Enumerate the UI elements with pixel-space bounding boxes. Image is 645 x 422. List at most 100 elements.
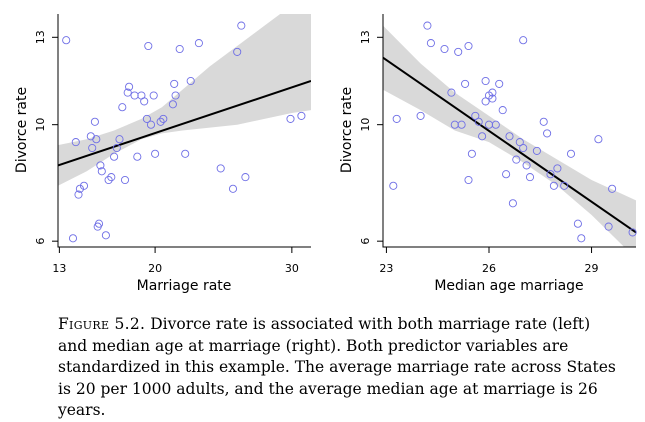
right-data-point-30 [512,155,521,164]
left-data-point-32 [149,91,158,100]
right-y-axis-title: Divorce rate [339,87,355,173]
left-data-point-44 [228,184,238,193]
left-x-tick-label-30: 30 [285,262,299,275]
right-data-point-38 [543,129,552,138]
right-panel: 23 26 29 6 10 13 Median age marriage Divorce… [339,14,637,294]
left-x-tick-label-20: 20 [148,262,162,275]
left-data-point-33 [151,149,160,158]
left-data-point-37 [170,79,179,88]
left-data-point-24 [125,82,134,91]
right-data-point-6 [440,44,449,54]
right-data-point-43 [566,149,576,158]
right-data-point-14 [467,149,476,158]
right-data-point-12 [464,41,473,51]
right-y-tick-label-6: 6 [359,238,372,245]
left-x-tick-label-13: 13 [52,262,66,275]
left-data-point-48 [286,114,295,123]
left-data-point-14 [97,167,106,176]
left-band-group [58,14,311,186]
left-y-tick-label-6: 6 [34,238,47,245]
left-data-point-25 [130,91,139,100]
left-data-point-40 [181,149,190,158]
right-data-point-46 [594,135,603,144]
right-data-point-33 [519,143,528,153]
right-data-point-3 [416,111,425,120]
left-data-point-30 [144,41,153,51]
left-data-point-45 [233,47,242,56]
right-data-point-26 [498,106,507,115]
right-data-point-44 [573,219,582,228]
right-data-point-5 [426,39,435,48]
left-data-point-41 [186,76,195,86]
left-data-point-21 [118,103,127,112]
left-data-point-1 [62,36,71,45]
left-data-point-8 [88,143,97,153]
left-data-point-49 [297,111,306,120]
right-x-tick-label-29: 29 [585,262,599,275]
left-data-point-35 [159,114,168,123]
right-data-point-36 [532,146,541,155]
right-points [389,21,637,243]
right-data-point-45 [577,234,586,243]
right-y-ticks: 6 10 13 [359,30,383,245]
right-data-point-19 [481,97,490,106]
right-data-point-31 [515,138,524,147]
left-data-point-3 [71,138,80,147]
left-data-point-6 [79,181,89,190]
left-data-point-2 [68,234,78,243]
right-data-point-16 [474,117,483,126]
left-data-point-16 [104,175,113,185]
right-axes-frame [382,14,636,248]
left-data-point-43 [216,164,225,173]
right-x-tick-label-23: 23 [379,262,393,275]
left-data-point-23 [123,88,132,97]
right-data-point-32 [519,36,528,45]
right-data-point-24 [491,120,500,129]
right-data-point-28 [505,132,514,141]
left-data-point-20 [115,135,124,144]
left-y-tick-label-10: 10 [34,118,47,132]
figure-caption: Figure 5.2. Divorce rate is associated w… [58,314,618,422]
left-data-point-46 [237,21,246,30]
left-data-point-22 [120,175,130,185]
right-data-point-40 [549,181,558,190]
left-data-point-28 [140,97,149,106]
left-x-axis-title: Marriage rate [137,278,232,294]
right-data-point-22 [488,88,497,97]
left-data-point-34 [156,117,165,126]
left-x-ticks: 13 20 30 [52,247,299,275]
right-x-axis-title: Median age marriage [434,278,583,294]
right-data-point-2 [392,114,401,123]
caption-label: Figure 5.2. [58,315,146,333]
left-data-point-12 [94,219,104,228]
left-data-point-47 [241,173,250,182]
left-y-ticks: 6 10 13 [34,30,58,245]
left-data-point-36 [168,100,177,109]
right-data-point-47 [604,222,613,231]
right-confidence-band [383,25,636,247]
right-data-point-4 [423,21,432,30]
caption-text: Divorce rate is associated with both mar… [58,315,616,419]
left-data-point-38 [171,91,180,100]
left-data-point-42 [194,39,203,48]
right-data-point-17 [478,132,487,141]
right-x-ticks: 23 26 29 [379,247,599,275]
right-x-tick-label-26: 26 [482,262,496,275]
left-data-point-39 [175,44,184,54]
left-points [62,21,306,243]
right-data-point-42 [560,181,569,190]
left-data-point-19 [112,143,121,153]
left-data-point-10 [92,135,101,144]
right-data-point-10 [457,120,466,129]
left-data-point-26 [133,152,142,161]
right-data-point-49 [628,228,637,237]
right-data-point-37 [539,117,548,126]
left-panel: 13 20 30 6 10 13 Marriage rate Divorce rate [14,14,311,294]
left-data-point-17 [107,173,116,182]
left-data-point-31 [146,120,156,129]
right-data-point-34 [522,161,531,170]
right-data-point-35 [525,173,535,182]
right-data-point-9 [454,47,463,56]
left-data-point-5 [75,184,84,193]
